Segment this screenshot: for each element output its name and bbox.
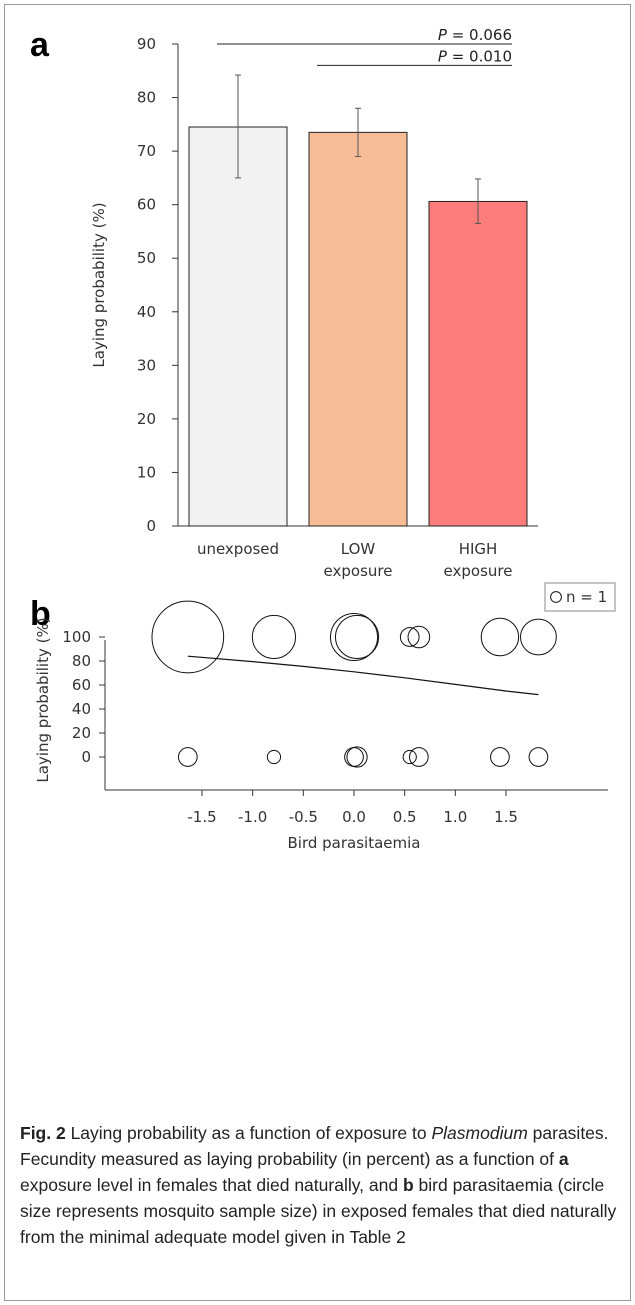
x-tick-label: 0.0 xyxy=(342,808,366,826)
figure-frame xyxy=(4,4,631,1301)
data-point-bubble xyxy=(346,746,368,768)
caption-text-4: bird parasitaemia (circle size represent… xyxy=(20,1175,617,1247)
bar xyxy=(188,126,288,527)
x-category-label: exposure xyxy=(324,562,393,580)
figure-caption: Fig. 2 Laying probability as a function … xyxy=(20,1120,620,1250)
y-tick-label: 80 xyxy=(72,652,91,670)
caption-text-3: exposure level in females that died natu… xyxy=(20,1175,403,1195)
x-tick-label: -0.5 xyxy=(289,808,318,826)
y-axis-title: Laying probability (%) xyxy=(34,617,52,782)
data-point-bubble xyxy=(251,614,297,660)
y-tick-label: 60 xyxy=(137,196,156,214)
panel-a-label: a xyxy=(30,26,50,64)
data-point-bubble xyxy=(399,627,420,647)
caption-text-1: Laying probability as a function of expo… xyxy=(65,1123,432,1143)
fit-line xyxy=(187,655,539,696)
y-tick-label: 10 xyxy=(137,463,156,481)
y-axis-title: Laying probability (%) xyxy=(90,202,108,367)
y-tick-label: 0 xyxy=(81,748,91,766)
significance-label: P = 0.066 xyxy=(438,26,512,44)
x-category-label: LOW xyxy=(341,540,376,558)
legend-label: n = 1 xyxy=(566,588,607,606)
data-point-bubble xyxy=(409,747,429,767)
x-category-label: exposure xyxy=(444,562,513,580)
chart-a-bar-chart: a 0 10 20 30 40 50 60 70 80 90 Laying probability (… xyxy=(30,26,538,580)
x-tick-label: -1.5 xyxy=(187,808,216,826)
y-tick-label: 30 xyxy=(137,356,156,374)
data-point-bubble xyxy=(528,747,549,767)
caption-text-2: parasites. Fecundity measured as laying … xyxy=(20,1123,609,1169)
x-category-label: HIGH xyxy=(459,540,498,558)
y-tick-label: 40 xyxy=(72,700,91,718)
data-point-bubble xyxy=(407,625,431,649)
panel-b-label: b xyxy=(30,595,51,633)
x-tick-label: 0.5 xyxy=(393,808,417,826)
data-point-bubble xyxy=(490,747,510,767)
x-category-label: unexposed xyxy=(197,540,279,558)
significance-label: P = 0.010 xyxy=(438,47,512,65)
y-tick-label: 90 xyxy=(137,35,156,53)
data-point-bubble xyxy=(480,617,520,657)
x-tick-label: 1.0 xyxy=(443,808,467,826)
caption-fig-label: Fig. 2 xyxy=(20,1123,66,1143)
data-point-bubble xyxy=(520,618,557,656)
legend-box xyxy=(544,582,616,612)
caption-italic-plasmodium: Plasmodium xyxy=(431,1123,528,1143)
y-tick-label: 40 xyxy=(137,303,156,321)
y-tick-label: 80 xyxy=(137,89,156,107)
legend-circle-icon xyxy=(550,591,562,603)
x-tick-label: -1.0 xyxy=(238,808,267,826)
x-tick-label: 1.5 xyxy=(494,808,518,826)
data-point-bubble xyxy=(177,747,198,767)
caption-bold-b: b xyxy=(402,1175,414,1195)
data-point-bubble xyxy=(402,749,417,765)
data-point-bubble xyxy=(151,600,225,674)
y-tick-label: 50 xyxy=(137,249,156,267)
x-axis-title: Bird parasitaemia xyxy=(288,834,421,852)
y-tick-label: 100 xyxy=(62,628,91,646)
bar xyxy=(428,200,528,527)
y-tick-label: 20 xyxy=(72,724,91,742)
data-point-bubble xyxy=(266,749,282,765)
caption-bold-a: a xyxy=(558,1149,569,1169)
data-point-bubble xyxy=(344,747,364,767)
y-tick-label: 20 xyxy=(137,410,156,428)
data-point-bubble xyxy=(334,614,380,660)
chart-b-bubble-chart: b 0 20 40 60 80 100 -1.5 -1.0 -0.5 0.0 0.5 1.0 1.5 Bir… xyxy=(30,582,616,852)
y-tick-label: 70 xyxy=(137,142,156,160)
y-tick-label: 0 xyxy=(146,517,156,535)
y-tick-label: 60 xyxy=(72,676,91,694)
data-point-bubble xyxy=(329,612,379,662)
